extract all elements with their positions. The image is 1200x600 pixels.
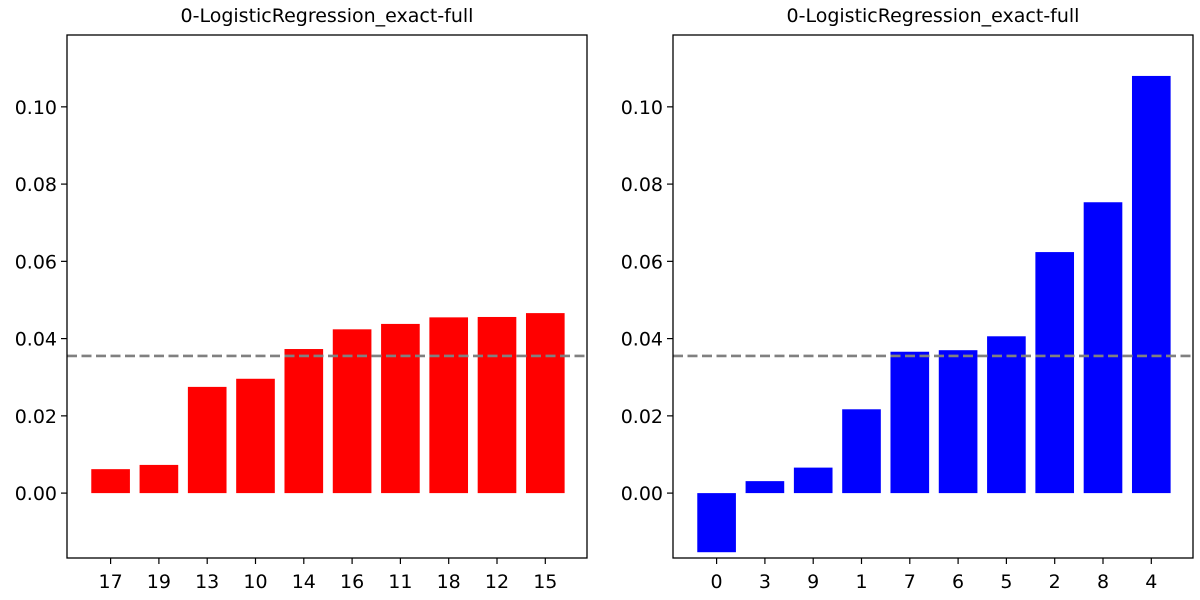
right-x-tick-label: 9 [807, 571, 819, 593]
left-bar-12 [477, 316, 517, 494]
right-bar-2 [1035, 252, 1075, 494]
right-bar-7 [890, 351, 930, 494]
right-bar-8 [1083, 202, 1123, 494]
left-y-tick-label: 0.04 [15, 329, 57, 351]
right-x-tick-label: 8 [1097, 571, 1109, 593]
right-x-tick-label: 3 [759, 571, 771, 593]
left-x-tick-label: 12 [485, 571, 509, 593]
left-x-tick-label: 14 [292, 571, 316, 593]
left-x-tick-label: 17 [99, 571, 123, 593]
left-bar-16 [332, 329, 372, 494]
left-y-tick-label: 0.02 [15, 406, 57, 428]
right-y-tick-label: 0.10 [621, 97, 663, 119]
left-bars [91, 313, 565, 494]
right-x-tick-label: 6 [952, 571, 964, 593]
right-bar-5 [987, 336, 1026, 494]
left-x-tick-label: 11 [388, 571, 412, 593]
left-bar-14 [284, 349, 324, 494]
right-bar-0 [697, 493, 736, 553]
right-y-tick-label: 0.06 [621, 251, 663, 273]
left-plot-frame [66, 34, 588, 559]
left-bar-11 [381, 323, 420, 494]
left-y-tick-label: 0.00 [15, 483, 57, 505]
right-plot-frame [672, 34, 1194, 559]
right-bar-6 [938, 350, 978, 494]
left-x-tick-label: 16 [340, 571, 364, 593]
left-x-axis: 17 19 13 10 14 16 11 18 12 15 [99, 558, 557, 593]
right-bars [697, 75, 1171, 553]
right-x-tick-label: 0 [711, 571, 723, 593]
right-x-tick-label: 4 [1145, 571, 1157, 593]
left-x-tick-label: 18 [437, 571, 461, 593]
left-bar-13 [187, 386, 227, 494]
left-x-tick-label: 13 [195, 571, 219, 593]
right-bar-chart: 0-LogisticRegression_exact-full 0.00 0.02… [621, 5, 1194, 593]
left-y-tick-label: 0.10 [15, 97, 57, 119]
right-y-tick-label: 0.02 [621, 406, 663, 428]
right-y-axis: 0.00 0.02 0.04 0.06 0.08 0.10 [621, 97, 673, 505]
right-y-tick-label: 0.04 [621, 329, 663, 351]
right-x-tick-label: 7 [904, 571, 916, 593]
left-x-tick-label: 19 [147, 571, 171, 593]
left-bar-17 [91, 469, 130, 494]
left-x-tick-label: 15 [533, 571, 557, 593]
right-x-tick-label: 1 [855, 571, 867, 593]
left-chart-title: 0-LogisticRegression_exact-full [181, 5, 474, 27]
left-y-tick-label: 0.08 [15, 174, 57, 196]
right-y-tick-label: 0.08 [621, 174, 663, 196]
right-chart-title: 0-LogisticRegression_exact-full [787, 5, 1080, 27]
left-bar-19 [139, 464, 179, 494]
right-x-tick-label: 5 [1000, 571, 1012, 593]
left-x-tick-label: 10 [243, 571, 267, 593]
left-bar-chart: 0-LogisticRegression_exact-full 0.00 0.02… [15, 5, 588, 593]
right-x-tick-label: 2 [1049, 571, 1061, 593]
right-x-axis: 0 3 9 1 7 6 5 2 8 4 [711, 558, 1157, 593]
left-y-axis: 0.00 0.02 0.04 0.06 0.08 0.10 [15, 97, 67, 505]
left-bar-15 [525, 313, 565, 494]
right-bar-1 [842, 409, 881, 494]
right-y-tick-label: 0.00 [621, 483, 663, 505]
left-bar-18 [429, 317, 469, 494]
left-bar-10 [236, 378, 275, 494]
right-bar-4 [1131, 75, 1171, 494]
right-bar-9 [793, 467, 833, 494]
left-y-tick-label: 0.06 [15, 251, 57, 273]
right-bar-3 [745, 481, 785, 494]
